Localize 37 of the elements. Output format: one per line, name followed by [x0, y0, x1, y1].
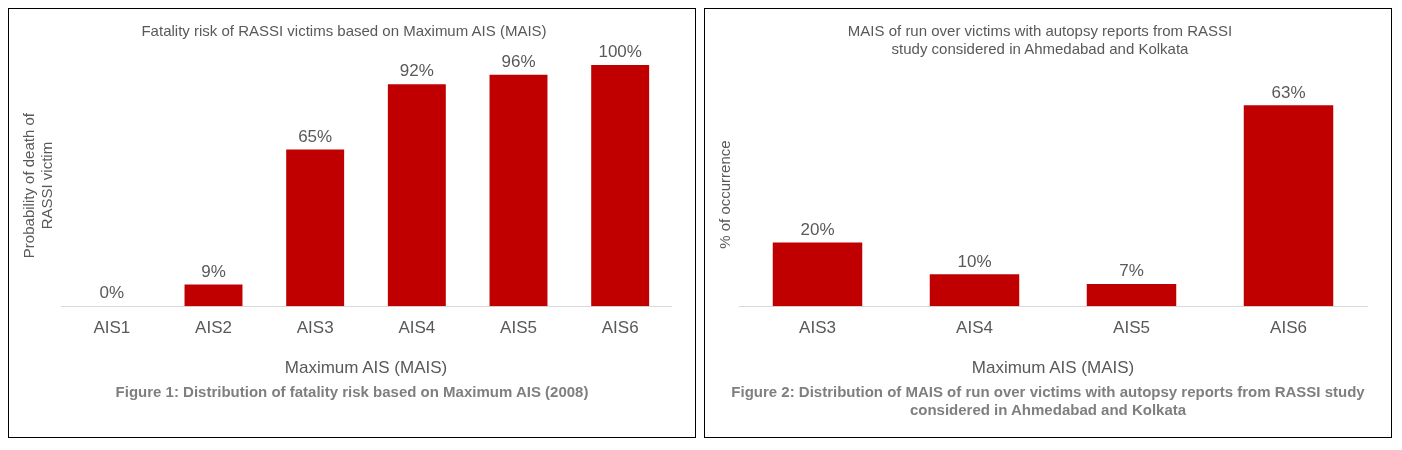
data-label: 63%	[1271, 82, 1306, 102]
y-axis-title: % of occurrence	[716, 140, 734, 249]
data-label: 96%	[501, 51, 536, 71]
bar	[489, 74, 548, 307]
bar	[929, 274, 1020, 307]
x-tick-label: AIS5	[500, 318, 537, 338]
caption: Figure 1: Distribution of fatality risk based on Maximum AIS (2008)	[114, 383, 590, 401]
chart-title: MAIS of run over victims with autopsy reports from RASSI study considered in Ahmedabad and Kolkata	[847, 22, 1233, 58]
x-tick-label: AIS6	[1270, 318, 1307, 338]
x-tick-label: AIS3	[799, 318, 836, 338]
x-tick-label: AIS3	[296, 318, 334, 338]
chart-title: Fatality risk of RASSI victims based on Maximum AIS (MAIS)	[141, 22, 547, 40]
bar	[286, 149, 345, 307]
bar	[387, 84, 446, 307]
data-label: 0%	[99, 283, 125, 303]
bar	[591, 65, 650, 307]
data-label: 100%	[598, 42, 642, 62]
x-tick-label: AIS6	[601, 318, 639, 338]
caption: Figure 2: Distribution of MAIS of run over victims with autopsy reports from RASSI study considered in Ahmedabad and Kolkata	[730, 383, 1366, 419]
data-label: 20%	[800, 219, 835, 239]
x-axis-title: Maximum AIS (MAIS)	[284, 358, 448, 378]
data-label: 65%	[298, 126, 333, 146]
data-label: 9%	[201, 261, 226, 281]
bar	[1086, 283, 1177, 307]
bar	[772, 242, 863, 307]
data-label: 10%	[957, 251, 992, 271]
x-tick-label: AIS5	[1113, 318, 1150, 338]
data-label: 92%	[399, 61, 434, 81]
x-tick-label: AIS4	[956, 318, 993, 338]
x-axis-title: Maximum AIS (MAIS)	[971, 358, 1135, 378]
y-axis-title: Probability of death of RASSI victim	[20, 112, 56, 259]
bar	[184, 284, 243, 307]
bar	[1243, 105, 1334, 307]
data-label: 7%	[1119, 261, 1144, 281]
x-tick-label: AIS1	[93, 318, 131, 338]
x-tick-label: AIS4	[398, 318, 436, 338]
x-tick-label: AIS2	[195, 318, 232, 338]
